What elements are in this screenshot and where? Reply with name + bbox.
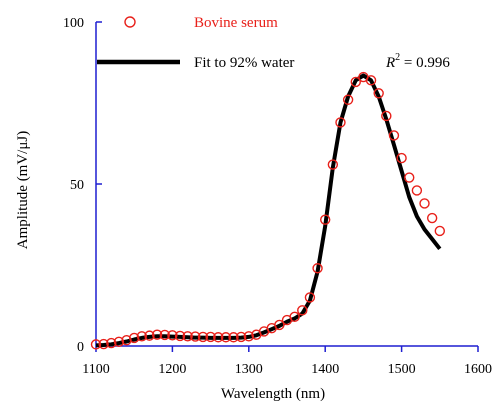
data-point xyxy=(304,292,316,303)
r-superscript: 2 xyxy=(395,52,400,63)
data-point xyxy=(174,330,186,342)
fit-line xyxy=(95,73,442,348)
x-axis-title: Wavelength (nm) xyxy=(221,386,325,402)
y-tick-label: 100 xyxy=(63,16,84,31)
data-point xyxy=(159,329,170,341)
x-tick-label: 1400 xyxy=(311,362,339,377)
r-squared-annotation: R2 = 0.996 xyxy=(385,52,450,71)
data-point xyxy=(128,332,140,344)
data-point xyxy=(426,212,438,224)
data-point xyxy=(411,185,423,196)
x-tick-label: 1600 xyxy=(464,362,492,377)
annotation-group: R2 = 0.996 xyxy=(385,52,450,71)
y-tick-label: 50 xyxy=(70,178,84,193)
data-point xyxy=(121,334,132,346)
x-tick-label: 1300 xyxy=(235,362,263,377)
data-point xyxy=(320,214,331,225)
data-point xyxy=(335,117,346,128)
data-point xyxy=(342,94,354,105)
data-point xyxy=(419,198,430,209)
data-point xyxy=(205,331,216,343)
data-point xyxy=(113,336,125,347)
data-point xyxy=(350,76,361,88)
data-point xyxy=(274,319,285,331)
data-point xyxy=(388,130,400,141)
data-point xyxy=(106,337,117,349)
y-axis-title: Amplitude (mV/μJ) xyxy=(15,131,31,249)
data-point xyxy=(289,311,300,323)
data-point xyxy=(213,332,224,343)
legend-label-fit: Fit to 92% water xyxy=(194,55,294,71)
data-point xyxy=(327,159,339,170)
x-tick-label: 1500 xyxy=(388,362,416,377)
r-value: = 0.996 xyxy=(400,55,450,71)
data-point xyxy=(404,172,415,183)
ticks-group: 1100 1200 1300 1400 1500 1600 0 50 100 Wavelength… xyxy=(15,16,492,402)
legend: Bovine serum Fit to 92% water xyxy=(97,15,294,71)
data-point xyxy=(220,332,232,343)
data-point xyxy=(167,330,178,341)
data-point xyxy=(381,110,392,122)
data-point xyxy=(151,329,163,340)
y-tick-label: 0 xyxy=(77,340,84,355)
data-point xyxy=(297,305,308,316)
data-point xyxy=(136,331,148,342)
data-point xyxy=(434,225,445,237)
data-point xyxy=(144,330,155,341)
series-group xyxy=(90,71,445,350)
data-point xyxy=(312,263,323,274)
data-point xyxy=(190,331,201,342)
x-tick-label: 1200 xyxy=(158,362,186,377)
data-point xyxy=(373,88,384,99)
r-symbol: R xyxy=(385,55,395,71)
data-point xyxy=(228,332,239,343)
data-point xyxy=(235,331,247,343)
data-point xyxy=(197,331,209,343)
data-point xyxy=(182,331,193,342)
data-point xyxy=(243,331,255,342)
data-point xyxy=(90,339,102,350)
data-point xyxy=(396,152,407,164)
data-point xyxy=(98,338,109,350)
x-tick-label: 1100 xyxy=(82,362,109,377)
legend-label-serum: Bovine serum xyxy=(194,15,278,31)
data-point xyxy=(365,75,377,86)
legend-marker-serum xyxy=(124,16,136,28)
